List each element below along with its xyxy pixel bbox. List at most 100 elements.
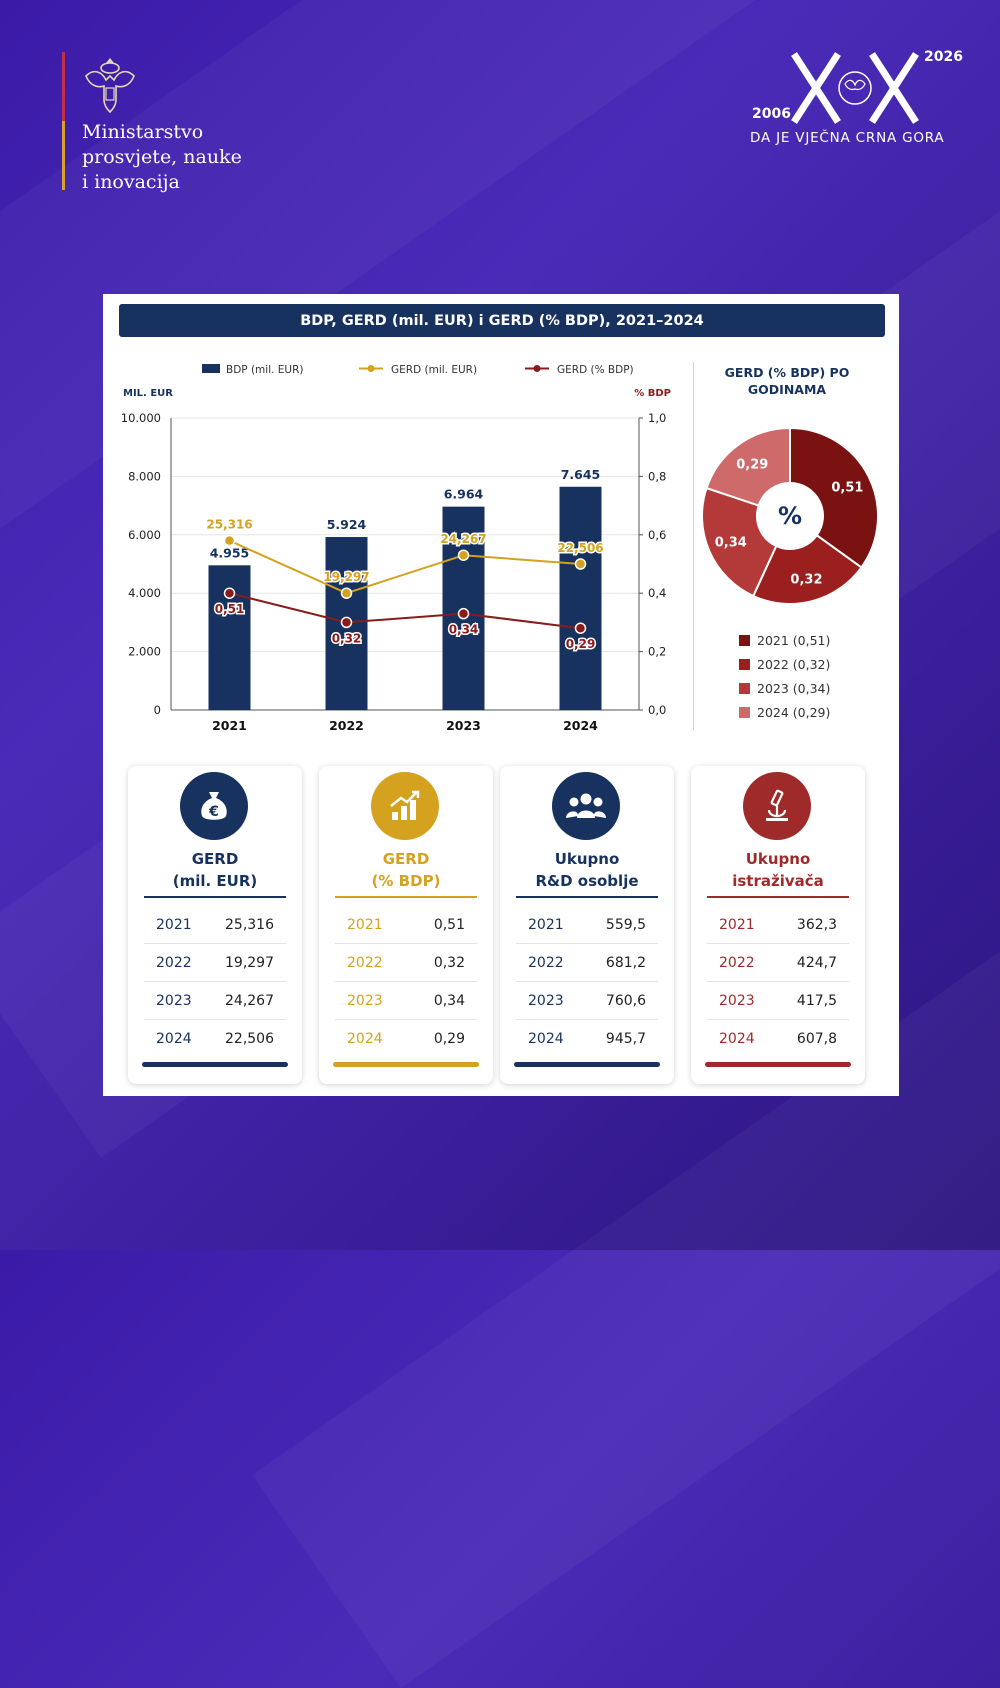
point-gerd-eur [340, 587, 353, 599]
point-value-label: 0,29 [566, 637, 596, 651]
left-tick-label: 8.000 [128, 469, 161, 483]
legend-label: 2024 (0,29) [757, 704, 831, 720]
stat-year: 2021 [347, 916, 383, 933]
stat-underline [144, 896, 286, 898]
stat-title: Ukupno R&D osoblje [500, 848, 674, 892]
donut-legend: 2021 (0,51) 2022 (0,32) 2023 (0,34) 2024 (0… [739, 628, 830, 724]
donut-slice [701, 486, 778, 598]
bar-bdp-2021 [208, 565, 251, 710]
stat-row: 2021 362,3 [707, 906, 849, 944]
donut-legend-item: 2024 (0,29) [739, 700, 830, 724]
stat-title-line: R&D osoblje [535, 872, 639, 890]
x-tick-label: 2021 [212, 718, 247, 733]
stat-bottom-bar [514, 1062, 660, 1067]
ministry-name-line: i inovacija [82, 171, 180, 193]
point-value-label: 0,51 [215, 602, 245, 616]
stat-row: 2024 0,29 [335, 1020, 477, 1058]
stat-underline [516, 896, 658, 898]
stat-year: 2023 [719, 992, 755, 1009]
growth-chart-icon [371, 772, 439, 840]
stat-title-line: Ukupno [554, 850, 620, 868]
legend-swatch [739, 682, 750, 694]
bar-value-label: 6.964 [444, 487, 484, 502]
stat-value: 22,506 [225, 1031, 274, 1047]
infographic-card: BDP, GERD (mil. EUR) i GERD (% BDP), 202… [103, 294, 899, 1096]
right-axis-unit: % BDP [634, 388, 671, 399]
stat-row: 2021 559,5 [516, 906, 658, 944]
bar-value-label: 4.955 [210, 545, 250, 560]
donut-slice [705, 426, 791, 507]
ministry-name-line: Ministarstvo [82, 121, 204, 143]
x-tick-label: 2023 [446, 718, 481, 733]
stat-card: GERD (% BDP) 2021 0,51 2022 0,32 2023 0,34 2024 0… [319, 766, 493, 1084]
point-gerd-pct [223, 587, 236, 599]
people-group-icon [552, 772, 620, 840]
stat-year: 2023 [347, 992, 383, 1009]
donut-slice-label: 0,51 [831, 481, 863, 496]
line-series-gerd-eur [229, 539, 581, 595]
left-tick-label: 10.000 [121, 411, 161, 425]
donut-slice [789, 426, 879, 569]
stat-value: 945,7 [605, 1031, 646, 1047]
point-value-label: 19,297 [323, 570, 369, 584]
stat-value: 19,297 [225, 954, 274, 971]
legend-label-gerd-eur: GERD (mil. EUR) [391, 364, 477, 376]
point-gerd-pct [574, 622, 587, 634]
stat-value: 559,5 [605, 916, 646, 933]
point-gerd-eur [574, 558, 587, 570]
stat-year: 2021 [719, 916, 755, 933]
jubilee-year-end: 2026 [924, 49, 963, 65]
legend-label: 2022 (0,32) [757, 656, 831, 672]
donut-legend-item: 2022 (0,32) [739, 652, 830, 676]
stat-title: GERD (% BDP) [319, 848, 493, 892]
stat-bottom-bar [142, 1062, 288, 1067]
stat-value: 760,6 [605, 992, 646, 1009]
bar-bdp-2024 [559, 486, 602, 710]
stat-title-line: (mil. EUR) [172, 872, 258, 890]
stat-title-line: (% BDP) [371, 872, 441, 890]
stat-year: 2022 [528, 954, 564, 971]
donut-slice-label: 0,34 [715, 536, 747, 551]
coat-of-arms-icon [85, 58, 135, 114]
microscope-icon [743, 772, 811, 840]
stat-card: Ukupno istraživača 2021 362,3 2022 424,7 2023 4… [691, 766, 865, 1084]
stat-value: 424,7 [796, 954, 837, 971]
stat-title-line: GERD [191, 850, 239, 868]
divider [693, 362, 694, 730]
stat-value: 0,51 [433, 916, 465, 933]
right-tick-label: 0,4 [648, 586, 666, 600]
left-tick-label: 4.000 [128, 586, 161, 600]
combo-chart: BDP (mil. EUR) GERD (mil. EUR) GERD (% B… [121, 364, 671, 733]
stat-year: 2024 [528, 1031, 564, 1047]
stat-row: 2024 607,8 [707, 1020, 849, 1058]
donut-legend-item: 2023 (0,34) [739, 676, 830, 700]
stat-card: Ukupno R&D osoblje 2021 559,5 2022 681,2 2023 7… [500, 766, 674, 1084]
stat-year: 2022 [156, 954, 192, 971]
donut-slice-label: 0,32 [790, 572, 822, 587]
stat-value: 0,29 [433, 1031, 465, 1047]
legend-label-bdp: BDP (mil. EUR) [226, 364, 304, 376]
donut-slice [751, 533, 863, 605]
point-gerd-eur [457, 549, 470, 561]
stat-value: 607,8 [796, 1031, 837, 1047]
stat-row: 2023 417,5 [707, 982, 849, 1020]
stat-title: Ukupno istraživača [691, 848, 865, 892]
svg-text:€: € [208, 804, 219, 820]
stat-title-line: GERD [382, 850, 430, 868]
stat-year: 2021 [156, 916, 192, 933]
stat-year: 2021 [528, 916, 564, 933]
stat-underline [335, 896, 477, 898]
stat-value: 24,267 [225, 992, 274, 1009]
donut-slice-label: 0,29 [736, 458, 768, 473]
legend-swatch-gerd-eur [367, 365, 375, 372]
legend-label-gerd-pct: GERD (% BDP) [557, 364, 634, 376]
legend-label: 2021 (0,51) [757, 632, 831, 648]
right-tick-label: 0,2 [648, 645, 666, 659]
left-tick-label: 0 [154, 703, 161, 717]
stat-row: 2022 19,297 [144, 944, 286, 982]
right-tick-label: 1,0 [648, 411, 666, 425]
x-tick-label: 2022 [329, 718, 364, 733]
stat-row: 2021 25,316 [144, 906, 286, 944]
stat-card: € GERD (mil. EUR) 2021 25,316 2022 19,297 2023 2… [128, 766, 302, 1084]
right-tick-label: 0,8 [648, 469, 666, 483]
